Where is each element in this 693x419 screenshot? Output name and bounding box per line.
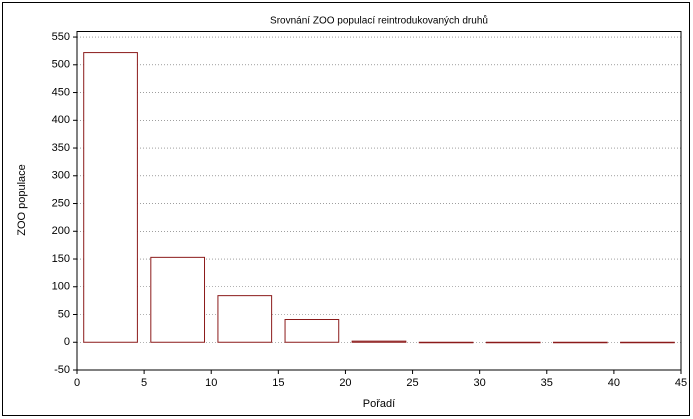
bar xyxy=(552,341,608,344)
bar xyxy=(620,341,675,344)
bar xyxy=(150,256,206,343)
x-tick-label: 45 xyxy=(675,377,687,389)
plot-frame xyxy=(76,31,682,371)
x-tick-label: 25 xyxy=(406,377,418,389)
x-tick-label: 40 xyxy=(608,377,620,389)
y-tick-label: 200 xyxy=(52,225,70,237)
y-tick-label: 450 xyxy=(52,86,70,98)
y-tick-label: 100 xyxy=(52,281,70,293)
bar xyxy=(418,341,474,344)
x-tick-label: 15 xyxy=(272,377,284,389)
bar xyxy=(284,319,340,343)
y-tick-label: 250 xyxy=(52,197,70,209)
x-tick-label: 30 xyxy=(474,377,486,389)
y-tick-label: 150 xyxy=(52,253,70,265)
x-tick-label: 5 xyxy=(141,377,147,389)
y-tick-label: 50 xyxy=(58,308,70,320)
y-tick-label: -50 xyxy=(54,364,70,376)
y-tick-label: 500 xyxy=(52,59,70,71)
bar xyxy=(351,340,407,343)
x-tick-label: 10 xyxy=(205,377,217,389)
bar xyxy=(485,341,541,344)
bar xyxy=(217,295,273,343)
y-tick-label: 350 xyxy=(52,142,70,154)
x-tick-label: 0 xyxy=(74,377,80,389)
y-tick-label: 550 xyxy=(52,31,70,43)
bar xyxy=(83,52,138,343)
x-tick-label: 20 xyxy=(339,377,351,389)
y-tick-label: 400 xyxy=(52,114,70,126)
chart-title: Srovnání ZOO populací reintrodukovaných … xyxy=(270,15,488,27)
x-tick-label: 35 xyxy=(541,377,553,389)
y-axis-label: ZOO populace xyxy=(16,164,28,236)
y-tick-label: 0 xyxy=(64,336,70,348)
x-axis-label: Pořadí xyxy=(363,398,395,410)
y-tick-label: 300 xyxy=(52,170,70,182)
